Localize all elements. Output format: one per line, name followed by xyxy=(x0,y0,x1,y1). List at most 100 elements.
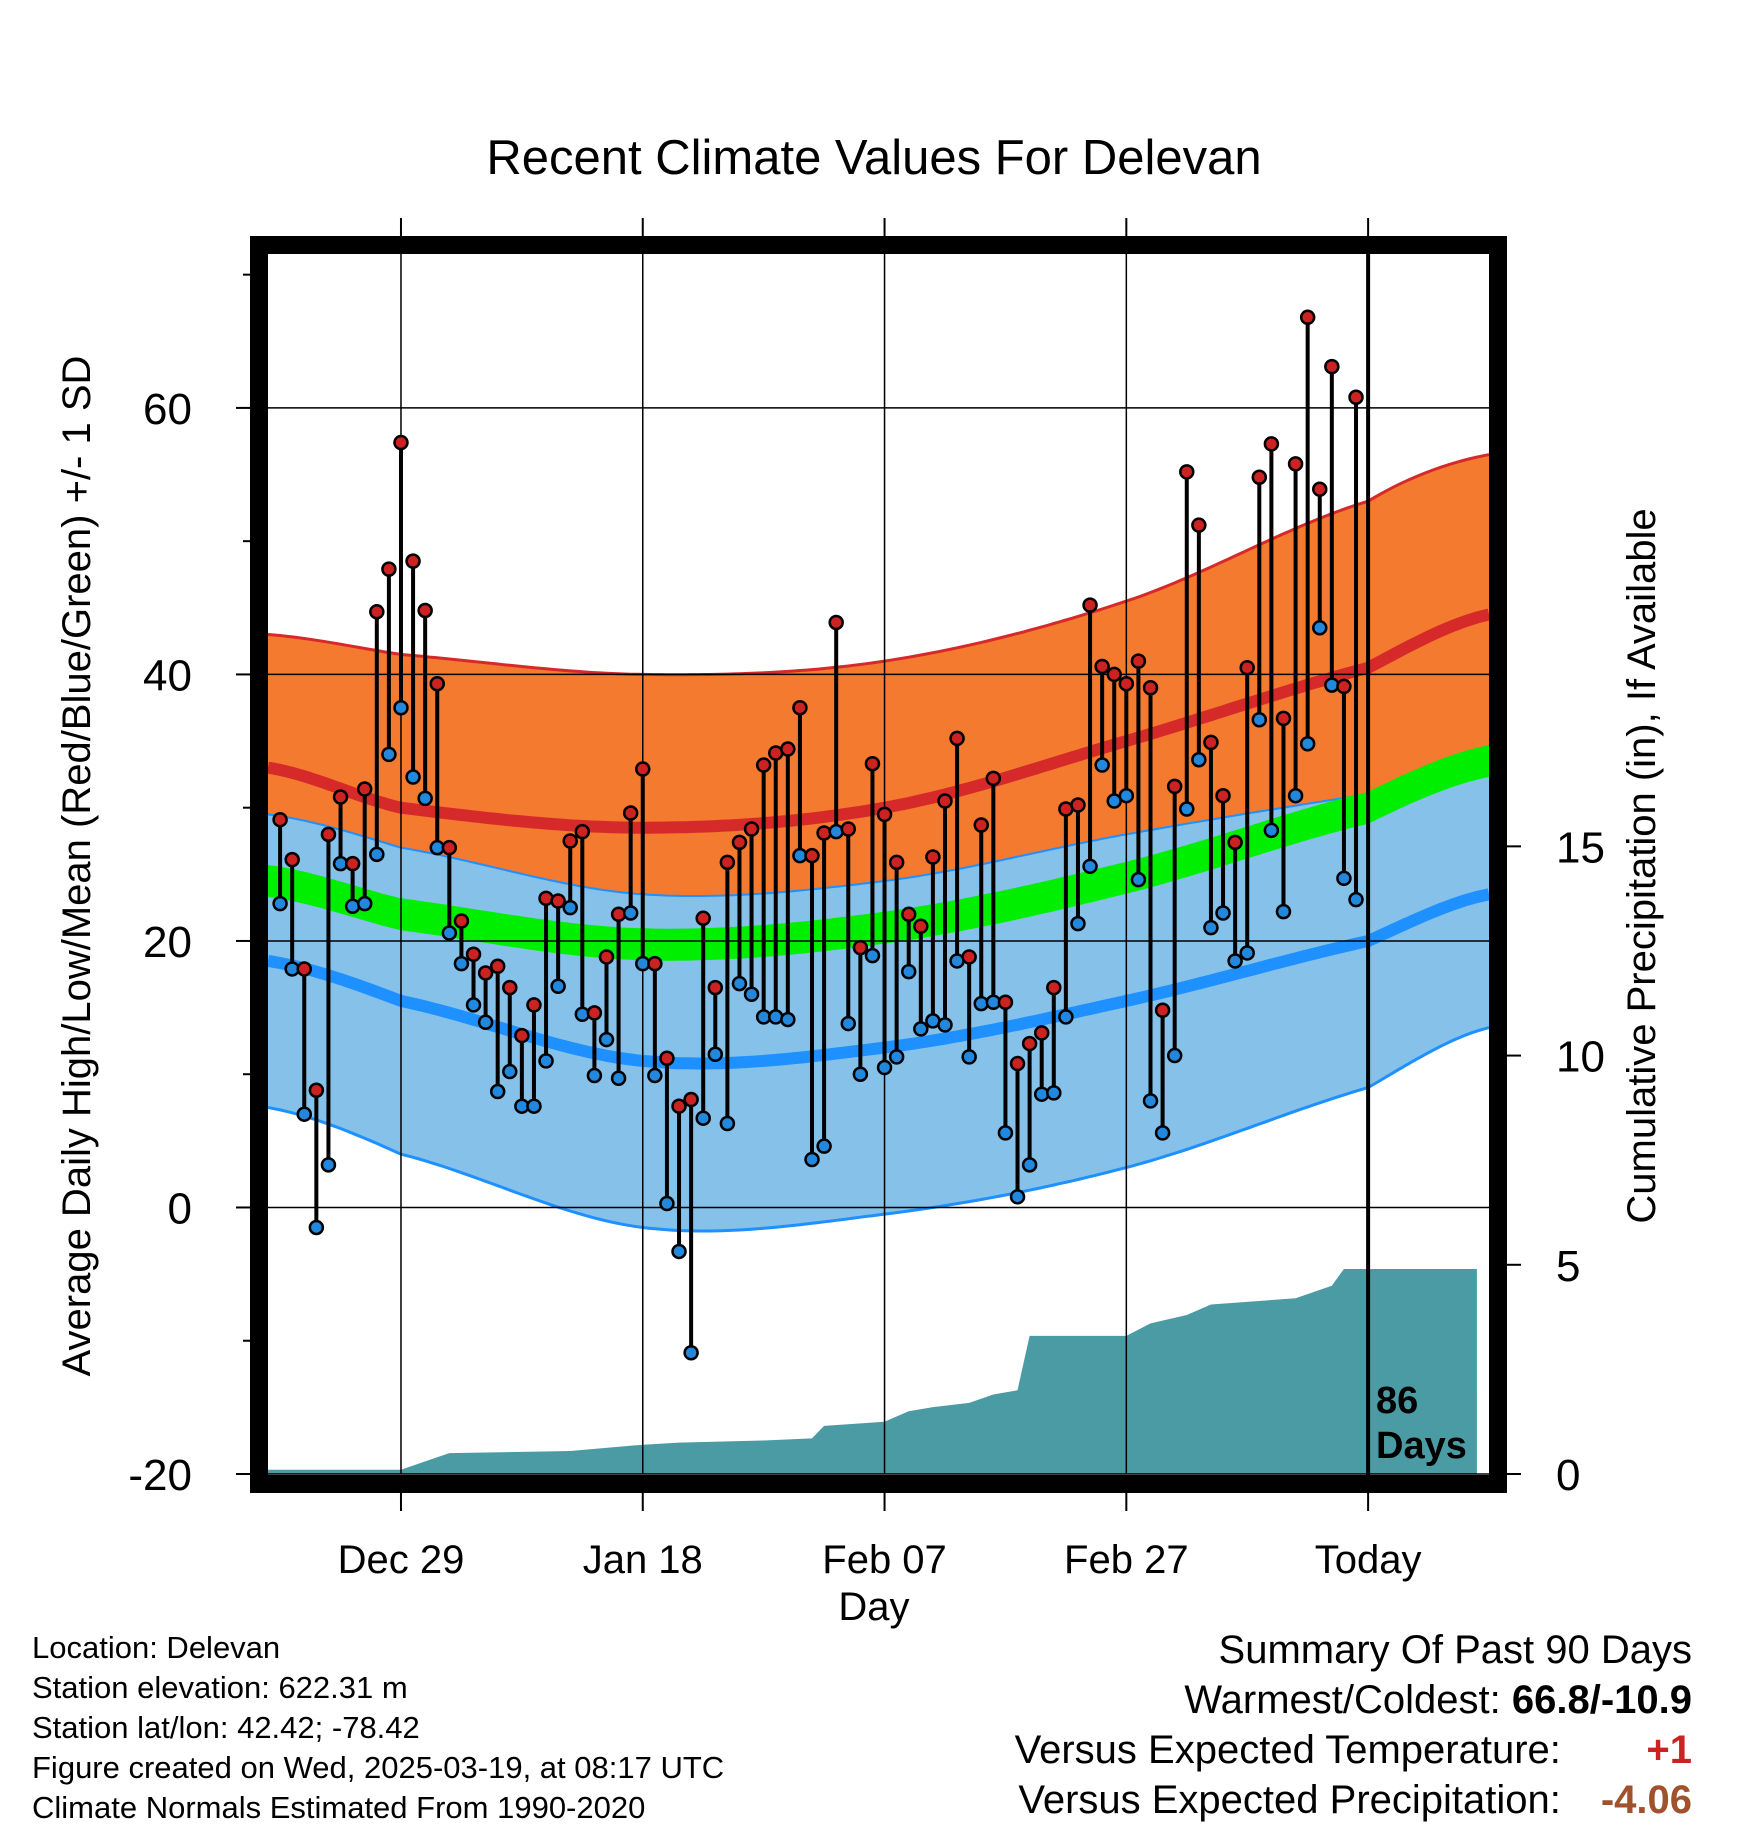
daily-high-point xyxy=(731,834,748,851)
low-sd-upper-line xyxy=(268,760,1489,897)
daily-low-point xyxy=(296,1106,313,1122)
daily-high-point xyxy=(1348,389,1364,406)
daily-low-point xyxy=(997,1125,1014,1141)
x-tick-label: Feb 27 xyxy=(1064,1538,1189,1582)
daily-low-point xyxy=(622,905,639,921)
daily-high-point xyxy=(272,811,288,828)
daily-high-point xyxy=(332,789,349,805)
plot-content xyxy=(268,453,1489,1474)
daily-low-point xyxy=(913,1021,929,1037)
daily-low-point xyxy=(743,986,760,1003)
daily-high-point xyxy=(320,826,337,843)
high-sd-upper-line xyxy=(268,453,1489,677)
x-tick-label: Feb 07 xyxy=(822,1538,947,1582)
daily-high-point xyxy=(526,997,542,1013)
daily-low-point xyxy=(405,769,421,785)
daily-low-point xyxy=(804,1151,820,1168)
summary-heading: Summary Of Past 90 Days xyxy=(1218,1628,1692,1672)
y-tick-label: 0 xyxy=(168,1184,192,1233)
daily-high-point xyxy=(1106,666,1122,683)
daily-low-point xyxy=(900,963,917,980)
daily-low-point xyxy=(465,997,482,1013)
daily-low-point xyxy=(707,1046,724,1062)
daily-high-point xyxy=(804,847,820,864)
daily-low-point xyxy=(272,895,288,912)
daily-high-point xyxy=(707,979,724,996)
daily-high-point xyxy=(1009,1055,1026,1072)
created-text: Figure created on Wed, 2025-03-19, at 08… xyxy=(32,1750,725,1785)
daily-low-point xyxy=(683,1344,699,1361)
daily-low-point xyxy=(719,1115,736,1132)
daily-high-point xyxy=(1070,797,1086,813)
normals-bands xyxy=(268,453,1489,1474)
daily-low-point xyxy=(1046,1085,1062,1101)
daily-high-point xyxy=(1154,1002,1171,1019)
daily-high-point xyxy=(405,553,421,569)
daily-high-point xyxy=(562,833,578,849)
daily-high-point xyxy=(1287,456,1304,472)
daily-high-point xyxy=(1118,676,1135,692)
daily-low-point xyxy=(538,1053,554,1069)
daily-low-point xyxy=(1154,1125,1171,1141)
daily-low-point xyxy=(1336,870,1352,887)
daily-low-point xyxy=(610,1070,627,1086)
daily-low-point xyxy=(852,1066,869,1082)
daily-high-point xyxy=(1299,309,1316,326)
daily-high-point xyxy=(1324,358,1340,375)
location-text: Location: Delevan xyxy=(32,1630,281,1665)
daily-low-point xyxy=(1058,1009,1074,1025)
daily-low-point xyxy=(586,1067,603,1084)
daily-low-point xyxy=(1179,801,1195,817)
daily-high-point xyxy=(925,849,941,865)
warmest-coldest-row: Warmest/Coldest: 66.8/-10.9 xyxy=(1015,1675,1692,1725)
daily-low-point xyxy=(477,1014,494,1030)
daily-high-point xyxy=(514,1027,530,1044)
daily-low-point xyxy=(840,1015,857,1032)
precip-area xyxy=(268,1269,1477,1474)
daily-high-point xyxy=(574,823,591,840)
daily-high-point xyxy=(828,614,844,631)
daily-low-point xyxy=(888,1049,905,1065)
daily-low-point xyxy=(695,1110,711,1126)
daily-high-point xyxy=(477,965,494,981)
warmest-coldest-value: 66.8/-10.9 xyxy=(1511,1678,1692,1722)
daily-low-point xyxy=(1094,757,1110,773)
daily-low-point xyxy=(864,947,881,964)
daily-low-point xyxy=(731,975,748,992)
daily-low-point xyxy=(598,1031,615,1048)
y-tick-label: 60 xyxy=(143,385,192,434)
daily-high-point xyxy=(900,906,917,923)
daily-low-point xyxy=(453,955,470,972)
daily-high-point xyxy=(888,854,905,871)
daily-high-point xyxy=(647,955,663,972)
daily-high-point xyxy=(1130,653,1147,669)
daily-high-point xyxy=(622,805,639,821)
plot-frame xyxy=(250,236,1507,1493)
daily-high-point xyxy=(1033,1025,1050,1041)
daily-high-point xyxy=(743,821,760,837)
daily-low-point xyxy=(1203,919,1219,936)
precip-label: Versus Expected Precipitation: xyxy=(1018,1778,1561,1822)
daily-high-point xyxy=(417,602,433,619)
daily-high-point xyxy=(635,761,651,777)
temp-label: Versus Expected Temperature: xyxy=(1014,1728,1561,1772)
daily-low-point xyxy=(381,746,397,763)
x-axis-label: Day xyxy=(838,1585,910,1629)
daily-high-point xyxy=(344,855,361,872)
daily-low-point xyxy=(937,1017,953,1033)
daily-low-point xyxy=(659,1195,675,1212)
daily-high-point xyxy=(1094,658,1110,675)
daily-low-point xyxy=(1009,1189,1026,1205)
y-tick-label: -20 xyxy=(128,1451,192,1500)
daily-high-point xyxy=(876,806,893,823)
daily-high-point xyxy=(381,561,397,577)
daily-low-point xyxy=(417,790,433,807)
daily-high-point xyxy=(1312,481,1328,497)
daily-high-point xyxy=(1215,787,1231,804)
daily-high-point xyxy=(1251,469,1268,485)
daily-high-point xyxy=(852,939,869,956)
daily-low-point xyxy=(502,1063,518,1080)
daily-low-point xyxy=(647,1067,663,1084)
daily-low-point xyxy=(1130,871,1147,888)
